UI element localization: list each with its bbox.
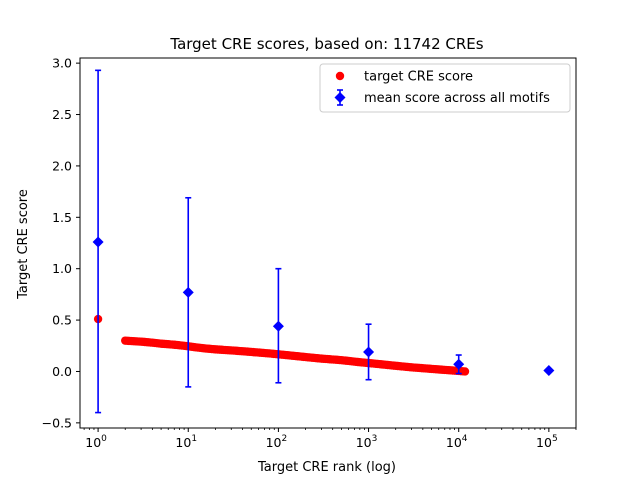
x-tick-base: 10	[536, 435, 552, 450]
x-tick-base: 10	[356, 435, 372, 450]
mean-score-diamond	[543, 364, 555, 376]
x-tick-base: 10	[266, 435, 282, 450]
x-tick-exponent: 0	[101, 434, 107, 444]
x-tick-exponent: 3	[372, 434, 378, 444]
x-tick-exponent: 1	[191, 434, 197, 444]
legend-marker-target-cre-score	[335, 71, 345, 81]
plot-series	[92, 69, 555, 414]
mean-score-diamond	[363, 346, 375, 358]
mean-score-diamond	[272, 320, 284, 332]
x-axis-label: Target CRE rank (log)	[257, 460, 396, 475]
x-tick-label: 104	[446, 434, 468, 450]
x-tick-base: 10	[85, 435, 101, 450]
x-tick-base: 10	[446, 435, 462, 450]
x-tick-label: 100	[85, 434, 107, 450]
x-tick-exponent: 2	[281, 434, 287, 444]
x-tick-exponent: 4	[462, 434, 468, 444]
x-tick-exponent: 5	[552, 434, 558, 444]
legend-box	[319, 63, 571, 113]
x-tick-label: 102	[266, 434, 288, 450]
y-tick-label: 0.5	[52, 313, 72, 328]
legend-label-target-cre-score: target CRE score	[364, 70, 473, 85]
legend-marker-mean-score	[334, 92, 346, 103]
axis-ticks: 100 101 102 103 104 105−0.50.00.51.01.52.02.5…	[42, 56, 577, 450]
plot-frame	[79, 57, 577, 429]
series-target-cre-score	[93, 314, 470, 376]
y-tick-label: 2.0	[52, 158, 72, 173]
x-tick-label: 105	[536, 434, 558, 450]
legend-label-mean-score: mean score across all motifs	[364, 91, 550, 106]
x-tick-label: 103	[356, 434, 378, 450]
y-tick-label: −0.5	[42, 415, 72, 430]
y-tick-label: 1.0	[52, 261, 72, 276]
mean-score-diamond	[453, 358, 465, 370]
mean-score-diamond	[92, 236, 104, 248]
y-axis-label: Target CRE score	[16, 189, 31, 300]
y-tick-label: 1.5	[52, 210, 72, 225]
y-tick-label: 0.0	[52, 364, 72, 379]
x-tick-base: 10	[175, 435, 191, 450]
legend: target CRE score mean score across all mo…	[319, 63, 571, 113]
series-mean-score-across-all-motifs	[92, 69, 555, 414]
chart-title: Target CRE scores, based on: 11742 CREs	[169, 35, 483, 53]
x-tick-label: 101	[175, 434, 197, 450]
mean-score-diamond	[182, 286, 194, 298]
y-tick-label: 3.0	[52, 56, 72, 71]
y-tick-label: 2.5	[52, 107, 72, 122]
